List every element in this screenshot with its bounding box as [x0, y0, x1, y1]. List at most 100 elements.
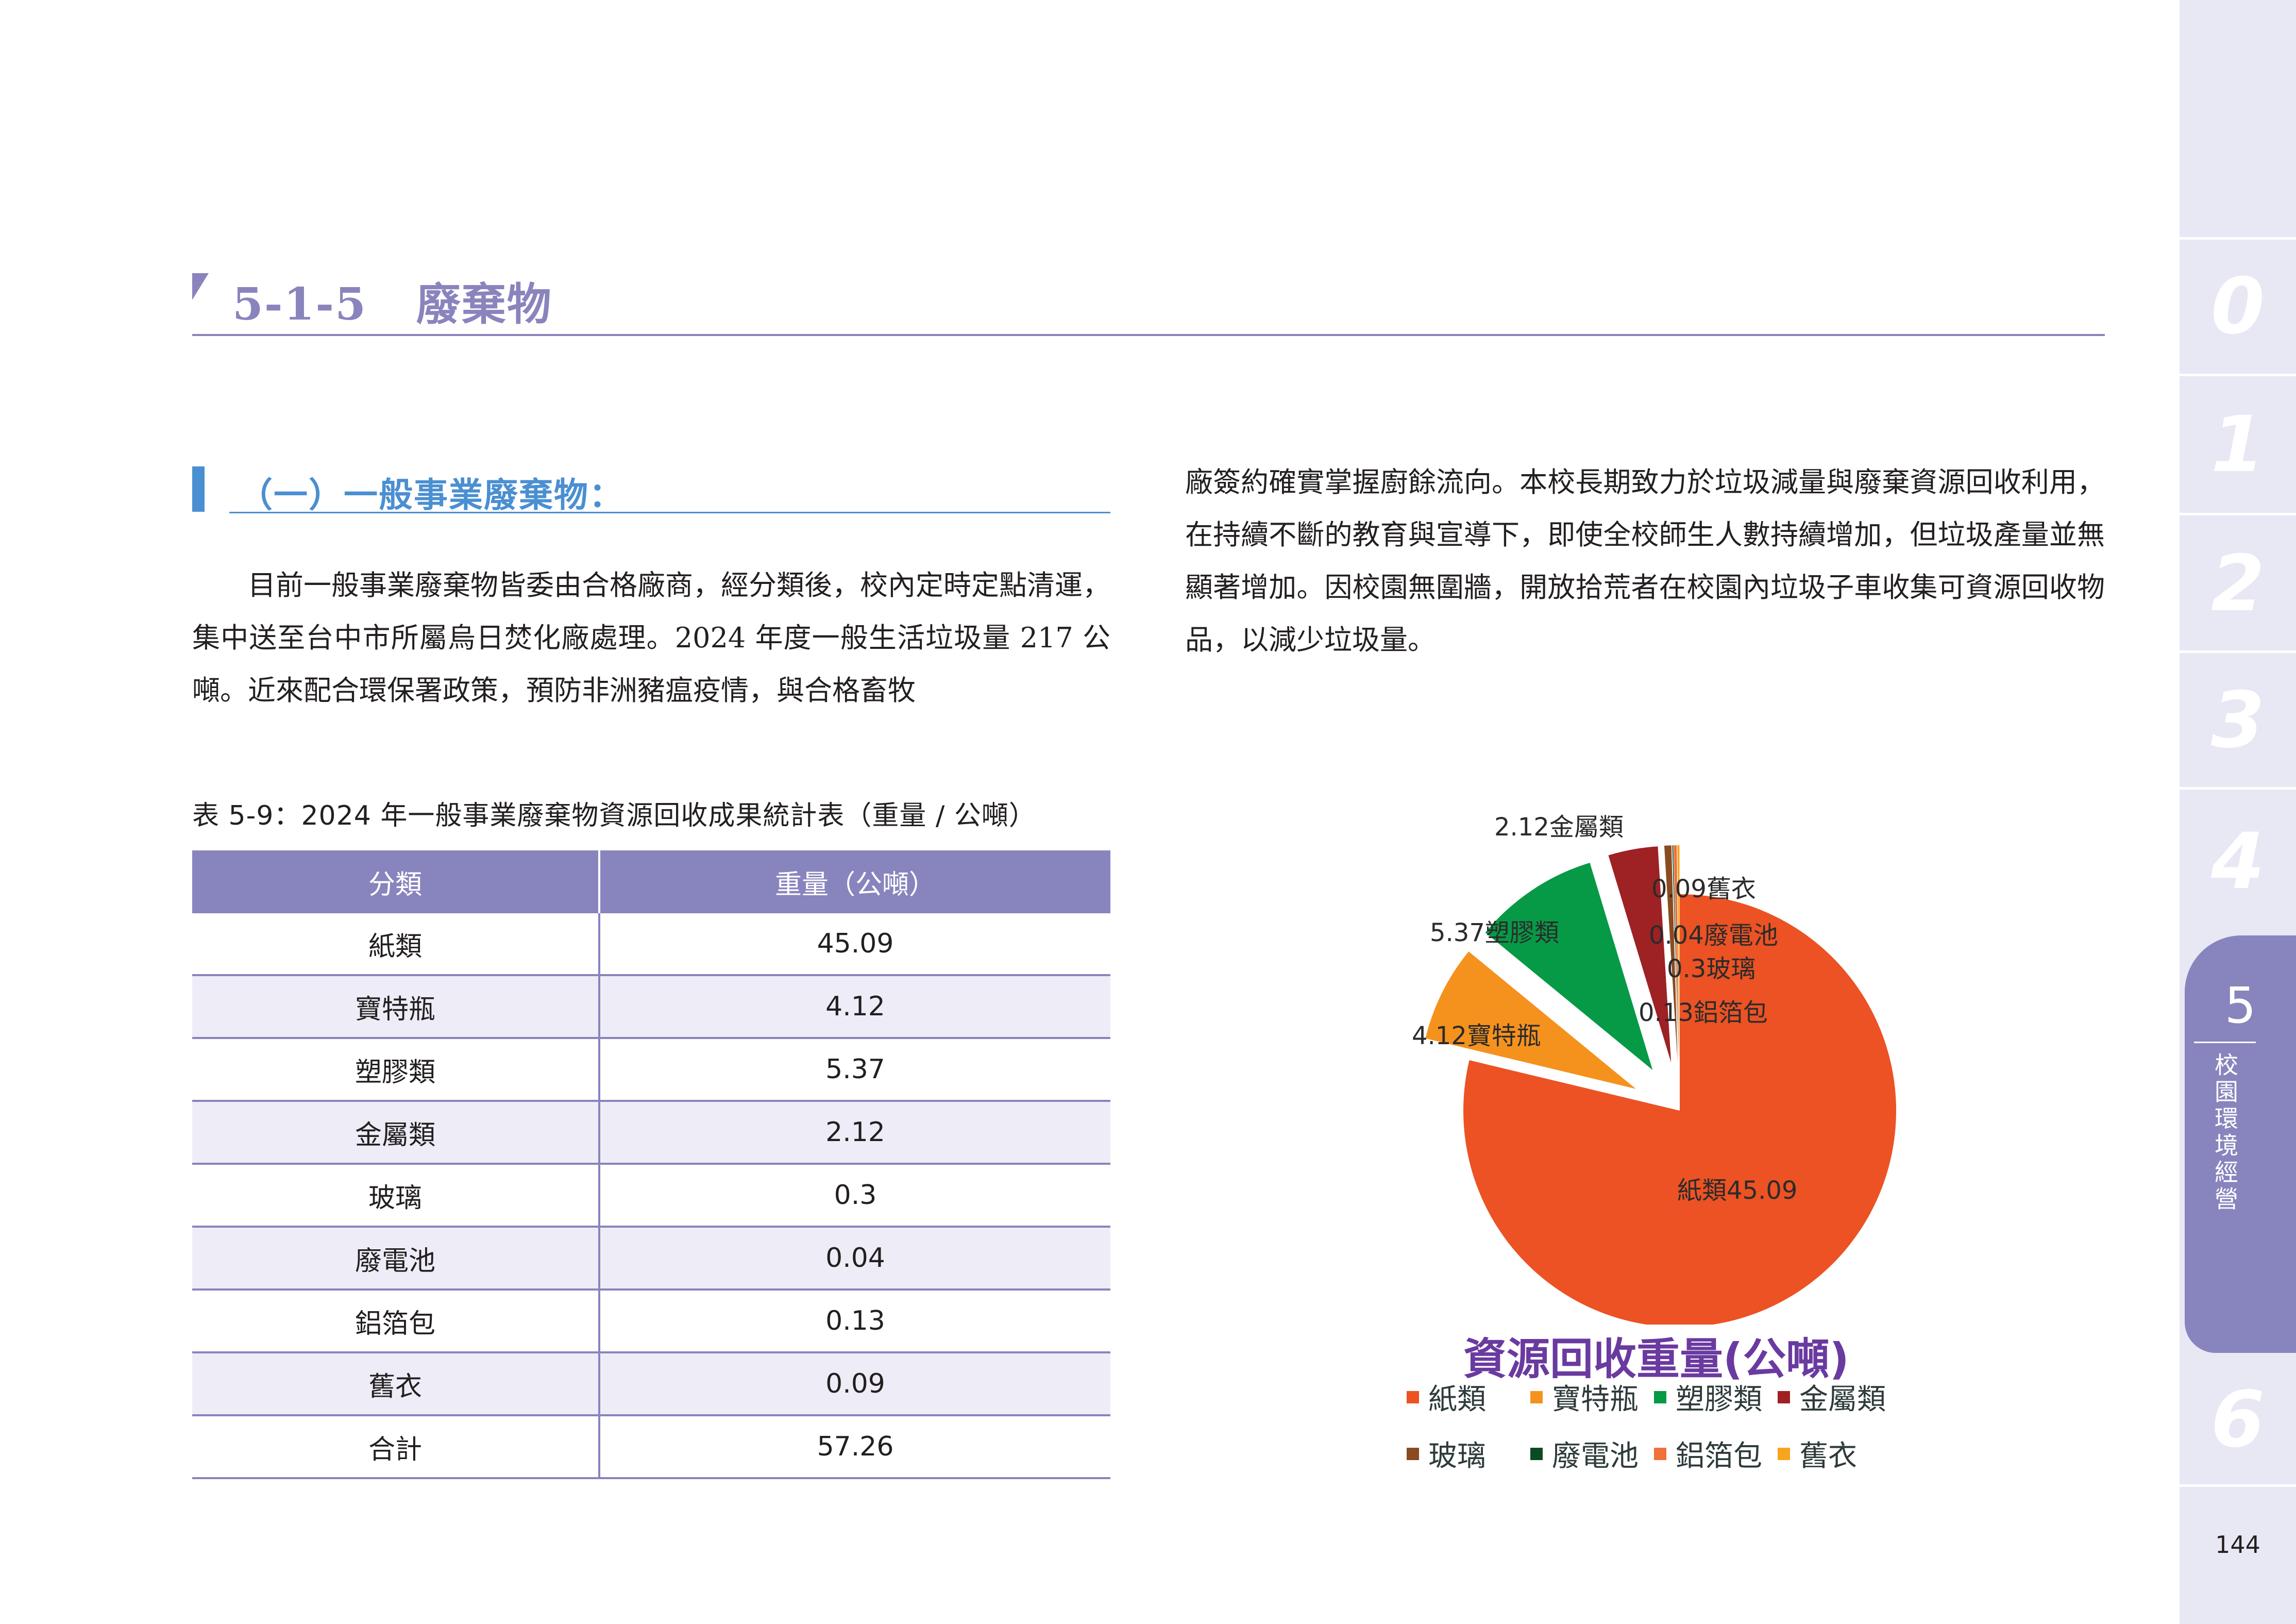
legend-label: 廢電池 — [1552, 1439, 1639, 1473]
legend-swatch-icon — [1407, 1391, 1419, 1403]
body-paragraph-left: 目前一般事業廢棄物皆委由合格廠商，經分類後，校內定時定點清運，集中送至台中市所屬… — [192, 569, 1110, 707]
section-heading: 5-1-5 廢棄物 — [192, 268, 2105, 338]
cell-category: 塑膠類 — [192, 1038, 599, 1102]
legend-item: 鋁箔包 — [1654, 1433, 1778, 1475]
chapter-number: 2 — [2210, 539, 2265, 629]
legend-item: 塑膠類 — [1654, 1376, 1778, 1418]
cell-category: 寶特瓶 — [192, 975, 599, 1039]
section-divider — [192, 334, 2105, 336]
legend-swatch-icon — [1654, 1391, 1666, 1403]
legend-item: 金屬類 — [1778, 1376, 1901, 1418]
cell-category: 玻璃 — [192, 1164, 599, 1228]
tab-divider — [2180, 513, 2296, 515]
cell-weight: 0.04 — [598, 1227, 1110, 1291]
pie-slice-4 — [1664, 845, 1678, 1062]
recycling-table: 分類 重量（公噸） 紙類 45.09 寶特瓶 4.12 塑膠類 5.37 金屬類 2.1… — [192, 850, 1110, 1479]
chapter-tab-1[interactable]: 1 — [2180, 376, 2296, 513]
body-paragraph-right: 廠簽約確實掌握廚餘流向。本校長期致力於垃圾減量與廢棄資源回收利用，在持續不斷的教… — [1185, 466, 2105, 656]
pie-chart: 2.12金屬類 0.09舊衣 5.37塑膠類 0.04廢電池 0.3玻璃 0.1… — [1391, 794, 1906, 1505]
chart-legend-row-1: 紙類 寶特瓶 塑膠類 金屬類 — [1407, 1376, 1912, 1418]
legend-swatch-icon — [1407, 1447, 1419, 1460]
legend-label: 玻璃 — [1428, 1439, 1486, 1473]
chapter-tab-2[interactable]: 2 — [2180, 515, 2296, 652]
legend-label: 塑膠類 — [1676, 1383, 1762, 1416]
table-row-total: 合計 57.26 — [192, 1415, 1110, 1479]
legend-item: 寶特瓶 — [1530, 1376, 1654, 1418]
chapter-tab-4[interactable]: 4 — [2180, 790, 2296, 934]
pie-label-battery: 0.04廢電池 — [1649, 921, 1778, 950]
tab-divider — [2180, 237, 2296, 240]
header-category: 分類 — [192, 850, 599, 913]
pie-label-pet: 4.12寶特瓶 — [1412, 1022, 1541, 1050]
cell-category: 紙類 — [192, 913, 599, 976]
legend-item: 舊衣 — [1778, 1433, 1901, 1475]
cell-weight: 2.12 — [598, 1101, 1110, 1165]
legend-swatch-icon — [1654, 1447, 1666, 1460]
legend-swatch-icon — [1530, 1391, 1543, 1403]
cell-weight: 0.09 — [598, 1352, 1110, 1416]
chapter-number: 6 — [2210, 1375, 2265, 1465]
legend-label: 舊衣 — [1799, 1439, 1857, 1473]
chapter-number: 1 — [2210, 399, 2265, 490]
heading-triangle-icon — [192, 273, 209, 300]
chapter-tab-6[interactable]: 6 — [2180, 1355, 2296, 1484]
pie-label-foil: 0.13鋁箔包 — [1639, 998, 1768, 1027]
pie-slice-1 — [1425, 951, 1636, 1089]
chapter-name: 校園環境經營 — [2211, 1052, 2239, 1213]
cell-category: 金屬類 — [192, 1101, 599, 1165]
header-weight: 重量（公噸） — [598, 850, 1110, 913]
pie-chart-plot — [1425, 845, 1896, 1325]
legend-label: 寶特瓶 — [1552, 1383, 1639, 1416]
pie-slice-0 — [1463, 894, 1896, 1325]
cell-weight: 57.26 — [598, 1415, 1110, 1479]
table-row: 塑膠類 5.37 — [192, 1038, 1110, 1102]
chapter-tab-0[interactable]: 0 — [2180, 240, 2296, 374]
pie-label-paper: 紙類45.09 — [1677, 1176, 1798, 1205]
chart-legend-row-2: 玻璃 廢電池 鋁箔包 舊衣 — [1407, 1433, 1912, 1475]
table-row: 寶特瓶 4.12 — [192, 975, 1110, 1039]
table-row: 廢電池 0.04 — [192, 1227, 1110, 1291]
legend-label: 金屬類 — [1799, 1383, 1886, 1416]
legend-swatch-icon — [1530, 1447, 1543, 1460]
pie-slice-2 — [1485, 863, 1653, 1070]
subsection-accent-bar — [192, 466, 205, 512]
cell-weight: 45.09 — [598, 913, 1110, 976]
subsection-title: （一）一般事業廢棄物： — [239, 475, 624, 515]
table-row: 鋁箔包 0.13 — [192, 1290, 1110, 1353]
chapter-number: 4 — [2210, 817, 2265, 907]
cell-category: 廢電池 — [192, 1227, 599, 1291]
table-row: 舊衣 0.09 — [192, 1352, 1110, 1416]
table-header-row: 分類 重量（公噸） — [192, 850, 1110, 913]
pie-slice-3 — [1608, 846, 1672, 1063]
chapter-number: 0 — [2210, 262, 2265, 351]
tab-divider — [2180, 374, 2296, 376]
tab-divider — [2180, 1484, 2296, 1487]
legend-item: 廢電池 — [1530, 1433, 1654, 1475]
table-row: 金屬類 2.12 — [192, 1101, 1110, 1165]
cell-category: 鋁箔包 — [192, 1290, 599, 1353]
pie-label-clothes: 0.09舊衣 — [1651, 875, 1756, 903]
chapter-tab-5-active[interactable]: 5 校園環境經營 — [2185, 935, 2296, 1353]
cell-weight: 4.12 — [598, 975, 1110, 1039]
table-caption: 表 5-9：2024 年一般事業廢棄物資源回收成果統計表（重量 / 公噸） — [192, 800, 1036, 831]
chapter-number: 5 — [2224, 977, 2256, 1034]
cell-weight: 0.3 — [598, 1164, 1110, 1228]
chapter-sidebar: 0 1 2 3 4 5 校園環境經營 6 144 — [2180, 0, 2296, 1624]
legend-label: 紙類 — [1428, 1383, 1486, 1416]
chart-title: 資源回收重量(公噸) — [1463, 1334, 1849, 1384]
cell-category: 舊衣 — [192, 1352, 599, 1416]
cell-weight: 5.37 — [598, 1038, 1110, 1102]
legend-swatch-icon — [1778, 1391, 1790, 1403]
chapter-divider — [2194, 1042, 2256, 1043]
pie-label-plastic: 5.37塑膠類 — [1430, 918, 1559, 947]
tab-divider — [2180, 650, 2296, 653]
chapter-number: 3 — [2210, 676, 2265, 765]
cell-weight: 0.13 — [598, 1290, 1110, 1353]
legend-swatch-icon — [1778, 1447, 1790, 1460]
subsection-heading: （一）一般事業廢棄物： — [192, 466, 1110, 518]
subsection-divider — [229, 512, 1110, 513]
chapter-tab-3[interactable]: 3 — [2180, 653, 2296, 788]
legend-item: 紙類 — [1407, 1376, 1530, 1418]
table-row: 玻璃 0.3 — [192, 1164, 1110, 1228]
section-title: 5-1-5 廢棄物 — [232, 278, 552, 330]
